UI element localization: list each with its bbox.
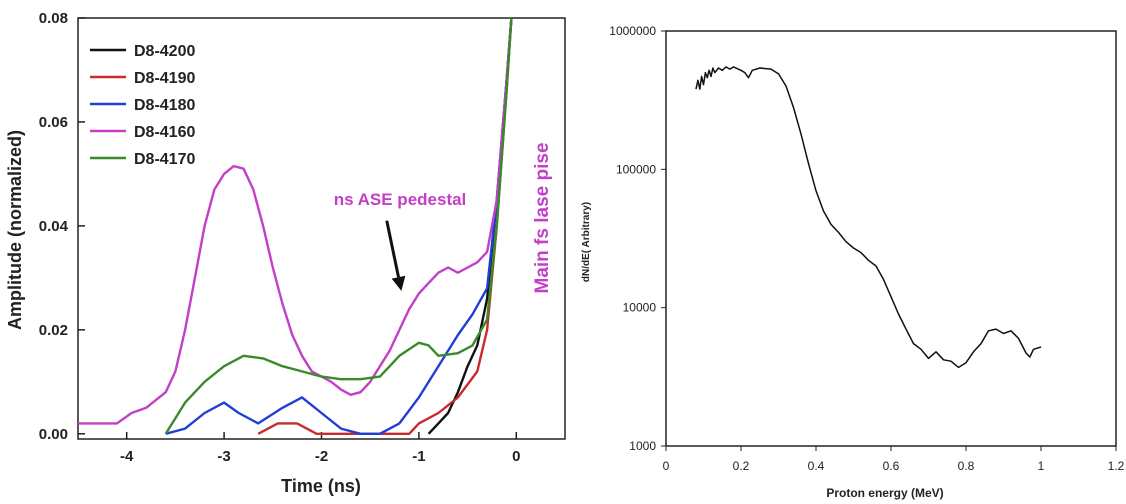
chart-time-amplitude: -4 -3 -2 -1 00.000.020.040.060.08 D8-4200D8-… [5,10,566,496]
right-x-tick-label: 1.2 [1108,459,1125,473]
right-y-tick-label: 10000 [623,301,657,315]
right-y-tick-label: 100000 [616,162,656,176]
right-ticks-group: 0 0.2 0.4 0.6 0.8 1 1.2 1000 10000 100000 1000000 [609,24,1124,473]
annotation-ns-ase-pedestal: ns ASE pedestal [334,190,467,209]
left-legend: D8-4200 D8-4190 D8-4180 D8-4160 D8-4170 [90,43,195,168]
left-x-axis-label: Time (ns) [281,476,361,496]
legend-label: D8-4160 [134,124,195,141]
left-x-tick-label: 0 [512,448,520,465]
series-line-d8-4200 [427,17,513,435]
legend-label: D8-4180 [134,97,195,114]
left-series-group [78,17,513,435]
left-x-tick-label: -4 [120,448,134,465]
left-y-axis-label: Amplitude (normalized) [5,130,25,330]
left-x-tick-label: -1 [412,448,425,465]
spectrum-line [695,66,1042,369]
left-y-tick-label: 0.06 [39,114,68,131]
left-y-tick-label: 0.02 [39,322,68,339]
series-line-d8-4170 [164,17,513,435]
left-x-tick-label: -2 [315,448,328,465]
right-plot-frame [665,30,1117,447]
right-x-tick-label: 0.6 [883,459,900,473]
legend-label: D8-4190 [134,70,195,87]
right-x-tick-label: 1 [1038,459,1045,473]
series-line-d8-4160 [78,17,513,425]
right-x-tick-label: 0.4 [808,459,825,473]
left-y-tick-label: 0.08 [39,10,68,27]
right-y-tick-label: 1000000 [609,24,656,38]
left-ticks-group: -4 -3 -2 -1 0 0.00 0.02 0.04 0.06 0.08 [39,10,521,465]
right-series-group [695,66,1042,369]
right-x-tick-label: 0.8 [958,459,975,473]
right-x-tick-label: 0.2 [733,459,750,473]
left-y-tick-label: 0.04 [39,218,69,235]
chart-proton-spectrum: 0 0.2 0.4 0.6 0.8 1 1.21000100001000001000000 … [581,24,1125,500]
right-y-axis-label: dN/dE( Arbitrary) [581,202,592,282]
left-y-tick-label: 0.00 [39,426,68,443]
right-y-tick-label: 1000 [629,439,656,453]
right-x-tick-label: 0 [663,459,670,473]
legend-label: D8-4170 [134,151,195,168]
right-x-axis-label: Proton energy (MeV) [826,486,943,500]
annotation-arrow [385,220,406,291]
series-line-d8-4180 [165,17,513,435]
annotation-main-fs-pulse: Main fs lase pise [532,142,553,293]
left-x-tick-label: -3 [217,448,230,465]
legend-label: D8-4200 [134,43,195,60]
